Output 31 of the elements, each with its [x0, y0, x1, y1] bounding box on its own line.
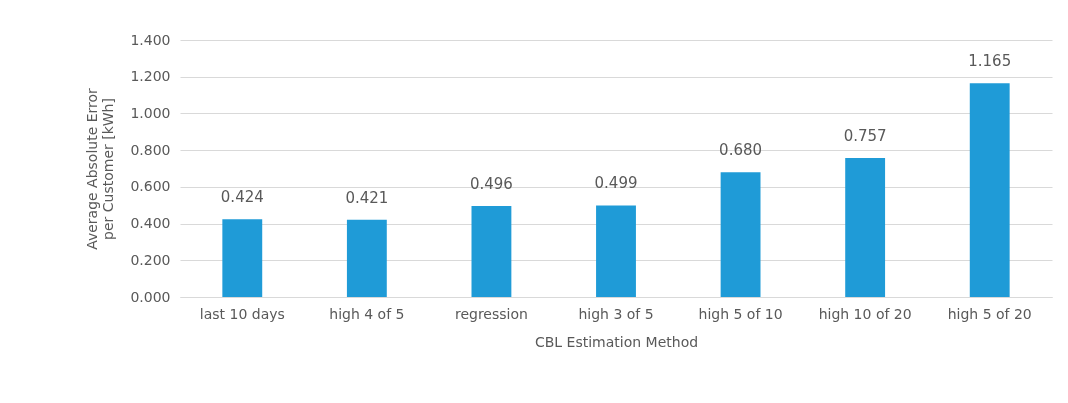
x-tick-label: high 10 of 20 [818, 305, 912, 322]
data-label: 0.680 [719, 141, 763, 160]
x-tick-label: high 4 of 5 [329, 305, 405, 322]
data-label: 1.165 [968, 52, 1012, 71]
bar [346, 219, 387, 297]
y-tick-label: 0.400 [130, 215, 171, 232]
x-tick-label: last 10 days [199, 305, 285, 322]
bar [845, 158, 886, 297]
data-label: 0.496 [469, 174, 513, 193]
data-label: 0.421 [345, 188, 389, 207]
bar [720, 172, 761, 297]
y-tick-label: 1.200 [130, 68, 171, 85]
data-label: 0.424 [220, 188, 264, 207]
data-label: 0.757 [843, 127, 887, 146]
y-tick-label: 1.400 [130, 31, 171, 48]
x-axis-title: CBL Estimation Method [534, 333, 699, 350]
x-tick-label: high 3 of 5 [578, 305, 654, 322]
x-tick-label: high 5 of 20 [947, 305, 1032, 322]
y-tick-label: 1.000 [130, 104, 171, 121]
x-tick-label: regression [454, 305, 528, 322]
bar [222, 219, 263, 297]
bar [596, 205, 636, 297]
bar [471, 205, 512, 297]
y-axis-title: Average Absolute Error per Customer [kWh] [84, 87, 117, 250]
y-tick-label: 0.200 [130, 251, 171, 268]
bar [969, 83, 1010, 297]
x-tick-label: high 5 of 10 [698, 305, 783, 322]
data-label: 0.499 [594, 174, 638, 193]
y-tick-label: 0.800 [130, 141, 171, 158]
y-tick-label: 0.600 [130, 178, 171, 195]
y-tick-label: 0.000 [130, 288, 171, 305]
